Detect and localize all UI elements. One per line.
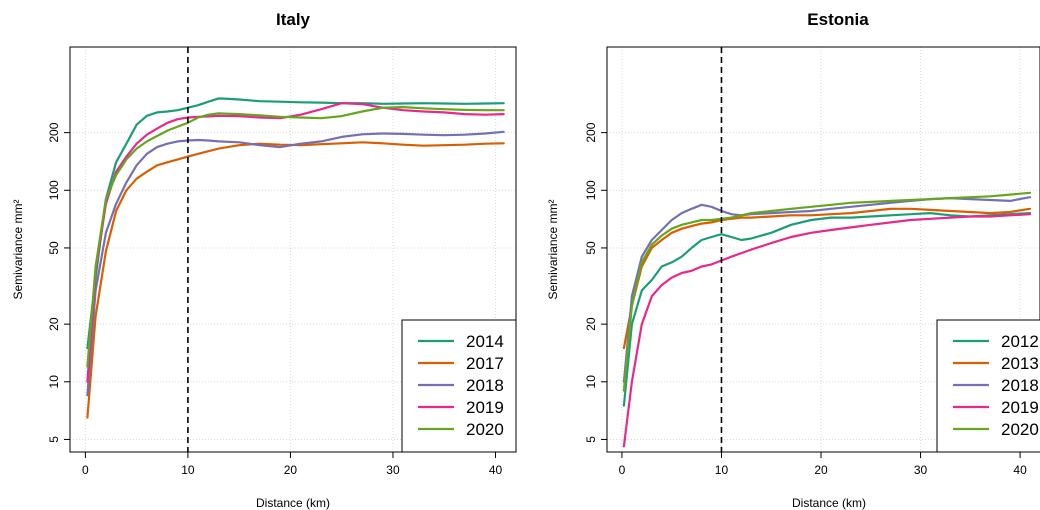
estonia-plot-frame <box>606 46 1040 453</box>
estonia-y-axis-label: Semivariance mm² <box>546 199 560 299</box>
estonia-y-tick-label: 20 <box>584 317 598 331</box>
italy-y-tick-label: 200 <box>47 122 61 142</box>
italy-x-tick-label: 30 <box>386 463 400 477</box>
italy-legend-label-2014: 2014 <box>466 332 504 351</box>
estonia-x-tick-label: 40 <box>1013 463 1027 477</box>
estonia-x-tick-label: 0 <box>619 463 626 477</box>
italy-y-axis-label: Semivariance mm² <box>11 199 25 299</box>
italy-y-tick-label: 50 <box>47 241 61 255</box>
italy-y-tick-label: 20 <box>47 317 61 331</box>
italy-legend-label-2019: 2019 <box>466 398 504 417</box>
italy-legend-label-2020: 2020 <box>466 420 504 439</box>
italy-x-tick-label: 20 <box>284 463 298 477</box>
italy-legend-label-2017: 2017 <box>466 354 504 373</box>
italy-legend-label-2018: 2018 <box>466 376 504 395</box>
panel-estonia: 0 10 20 30 40 5 10 20 50 100 200 Estonia Distance (k… <box>546 10 1040 510</box>
estonia-series-2020 <box>622 191 1032 392</box>
estonia-legend-label-2019: 2019 <box>1001 398 1039 417</box>
estonia-legend-label-2018: 2018 <box>1001 376 1039 395</box>
italy-chart-title: Italy <box>276 10 311 29</box>
estonia-y-tick-label: 50 <box>584 241 598 255</box>
estonia-series-2019 <box>622 213 1032 448</box>
estonia-y-tick-label: 5 <box>584 436 598 443</box>
estonia-y-tick-label: 100 <box>584 180 598 200</box>
italy-y-tick-label: 10 <box>47 375 61 389</box>
estonia-x-axis-label: Distance (km) <box>792 496 866 510</box>
italy-series-2020 <box>86 105 505 368</box>
italy-x-tick-label: 0 <box>82 463 89 477</box>
italy-series-2018 <box>86 130 505 397</box>
estonia-x-tick-label: 30 <box>914 463 928 477</box>
estonia-y-tick-label: 200 <box>584 122 598 142</box>
estonia-y-tick-label: 10 <box>584 375 598 389</box>
italy-series-2014 <box>86 97 505 350</box>
italy-x-tick-label: 10 <box>181 463 195 477</box>
italy-x-tick-label: 40 <box>489 463 503 477</box>
estonia-legend-label-2020: 2020 <box>1001 420 1039 439</box>
estonia-legend-label-2013: 2013 <box>1001 354 1039 373</box>
italy-x-axis-label: Distance (km) <box>256 496 330 510</box>
estonia-chart-title: Estonia <box>807 10 869 29</box>
italy-series-2019 <box>86 102 505 383</box>
panel-italy: 0 10 20 30 40 5 10 20 50 100 200 Italy Distance (km)… <box>11 10 517 510</box>
estonia-series-2012 <box>622 212 1032 407</box>
italy-series-2017 <box>86 141 505 419</box>
estonia-x-tick-label: 10 <box>715 463 729 477</box>
italy-y-tick-label: 100 <box>47 180 61 200</box>
italy-y-tick-label: 5 <box>47 436 61 443</box>
estonia-x-tick-label: 20 <box>814 463 828 477</box>
estonia-series-2013 <box>622 207 1032 350</box>
italy-plot-frame <box>69 46 517 453</box>
estonia-legend-label-2012: 2012 <box>1001 332 1039 351</box>
